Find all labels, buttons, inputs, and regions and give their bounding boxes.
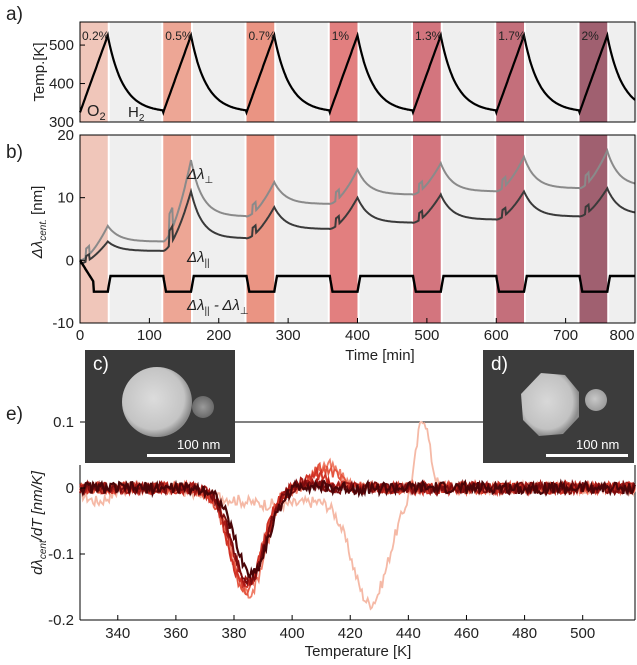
derivative-line-5 [79,477,636,587]
shift-o2-band-0 [109,135,162,323]
temp-ytick-label-1: 400 [49,76,74,93]
shift-xtick-label-8: 800 [609,327,634,344]
shift-h2-band-0 [80,135,108,323]
shift-xtick-label-7: 700 [553,327,578,344]
temp-o2-band-6 [609,22,637,122]
inset-d-scalebar [546,454,628,457]
concentration-label-5: 1.7% [498,29,526,43]
concentration-label-6: 2% [582,29,600,43]
shift-o2-band-4 [442,135,495,323]
derivative-xtick-label-6: 460 [454,625,479,642]
inset-c-label: c) [93,354,109,375]
sem-inset-d: d) 100 nm [483,350,634,463]
shift-xtick-label-6: 600 [484,327,509,344]
perp-shift-line [79,147,636,262]
temperature-bands [80,22,637,122]
shift-xlabel: Time [min] [345,347,414,364]
shift-ytick-label-1: 0 [66,252,74,269]
concentration-label-2: 0.7% [249,29,277,43]
derivative-xtick-label-3: 400 [280,625,305,642]
temperature-ticks: 300 400 500 [49,37,85,131]
shift-ytick-label-3: 20 [57,127,74,144]
h2-label: H2 [128,104,145,124]
derivative-xlabel: Temperature [K] [305,643,412,660]
o2-label: O2 [87,103,106,123]
temperature-frame [79,21,636,123]
concentration-label-1: 0.5% [165,29,193,43]
derivative-xtick-label-5: 440 [396,625,421,642]
perp-series-label: Δλ⊥ [186,166,213,186]
inset-c-scalebar [147,454,230,457]
derivative-xtick-label-2: 380 [221,625,246,642]
panel-a-label: a) [6,4,23,25]
concentration-labels: 0.2% 0.5% 0.7% 1% 1.3% 1.7% 2% [82,29,599,43]
particle-large-d [521,373,579,436]
temperature-ylabel: Temp.[K] [31,42,48,101]
panel-b-label: b) [6,142,23,163]
derivative-xtick-label-1: 360 [163,625,188,642]
temperature-line [78,31,636,116]
derivative-line-6 [79,478,637,579]
derivative-ylabel: dλcent/dT [nm/K] [29,470,49,575]
shift-ytick-label-0: -10 [52,315,74,332]
shift-ylabel: Δλcent. [nm] [29,186,49,259]
shift-h2-band-6 [579,135,608,323]
shift-xtick-label-2: 200 [206,327,231,344]
temp-ytick-label-2: 500 [49,37,74,54]
particle-small-c [192,396,214,418]
panel-e-label: e) [6,404,23,425]
concentration-label-4: 1.3% [415,29,443,43]
par-series-label: Δλ|| [186,249,210,269]
shift-xtick-label-0: 0 [76,327,84,344]
particle-large-c [122,367,192,437]
shift-o2-band-5 [526,135,578,323]
derivative-xtick-label-0: 340 [105,625,130,642]
concentration-label-0: 0.2% [82,29,110,43]
shift-xtick-label-3: 300 [276,327,301,344]
derivative-curves [79,420,637,611]
shift-h2-band-4 [413,135,441,323]
shift-ytick-label-2: 10 [57,190,74,207]
shift-o2-band-1 [193,135,245,323]
shift-bands [80,135,637,323]
inset-d-label: d) [491,354,508,375]
diff-series-label: Δλ|| - Δλ⊥ [186,297,249,317]
derivative-ytick-label-3: 0.1 [53,414,74,431]
derivative-xtick-label-4: 420 [338,625,363,642]
derivative-ytick-label-1: -0.1 [48,546,74,563]
shift-o2-band-6 [609,135,637,323]
shift-curves [78,147,636,293]
derivative-xtick-label-8: 500 [570,625,595,642]
derivative-xtick-label-7: 480 [512,625,537,642]
temp-ytick-label-0: 300 [49,114,74,131]
inset-c-scalebar-text: 100 nm [177,437,221,452]
sem-image-c [85,350,235,463]
shift-o2-band-3 [359,135,411,323]
derivative-ytick-label-2: 0 [66,480,74,497]
shift-xtick-label-4: 400 [345,327,370,344]
inset-d-scalebar-text: 100 nm [576,437,620,452]
sem-inset-c: c) 100 nm [85,350,235,463]
shift-xtick-label-5: 500 [414,327,439,344]
particle-small-d [585,389,607,411]
derivative-ytick-label-0: -0.2 [48,612,74,629]
shift-h2-band-3 [329,135,358,323]
diff-shift-line [78,259,635,293]
derivative-ticks: -0.2 -0.1 0 0.1 340 360 380 400 420 440 460 480 500 [48,414,595,642]
sem-image-d [483,350,634,463]
concentration-label-3: 1% [332,29,350,43]
temperature-curve [78,31,636,116]
temperature-panel: 0.2% 0.5% 0.7% 1% 1.3% 1.7% 2% 300 400 500 Temp.… [6,4,637,131]
par-shift-line [79,186,636,265]
shift-xtick-label-1: 100 [137,327,162,344]
